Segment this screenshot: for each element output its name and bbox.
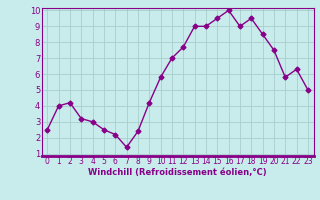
X-axis label: Windchill (Refroidissement éolien,°C): Windchill (Refroidissement éolien,°C) xyxy=(88,168,267,177)
